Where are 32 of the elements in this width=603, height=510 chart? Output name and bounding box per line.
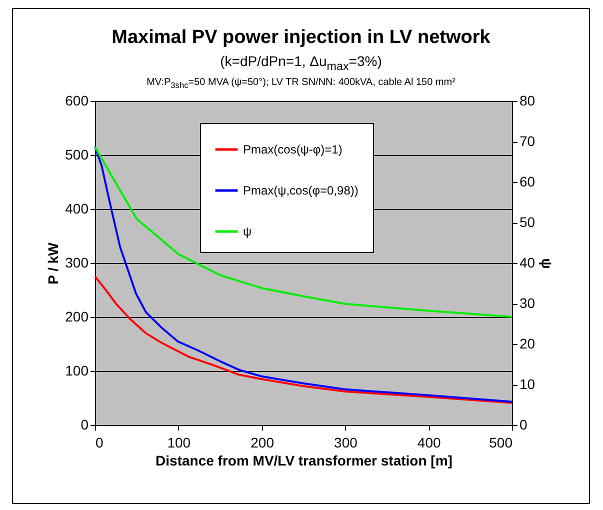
- y-tick-label: 200: [65, 308, 89, 324]
- y-tick-label: 0: [80, 416, 89, 432]
- y2-axis-title: ψ: [539, 258, 556, 269]
- x-tick-label: 100: [167, 434, 191, 450]
- y-axis-title: P / kW: [45, 242, 62, 284]
- line-series: [94, 276, 513, 404]
- y2-tick-label: 30: [520, 295, 536, 311]
- x-tick-label: 400: [417, 434, 441, 450]
- y2-tick-label: 20: [520, 336, 536, 352]
- y-tick-label: 400: [65, 200, 89, 216]
- x-tick-label: 500: [489, 434, 513, 450]
- y2-tick-label: 50: [520, 214, 536, 230]
- text: MV:P$_{3shc}$=50 MVA (ψ=50°); LV TR SN/NN: 400kVA, cable Al 150 mm²: [146, 76, 456, 90]
- text: (k=dP/dPn=1, Δu$_{max}$=3%): [220, 53, 382, 73]
- y2-tick-label: 60: [520, 174, 536, 190]
- y-tick-label: 500: [65, 146, 89, 162]
- y2-tick-label: 40: [520, 254, 536, 270]
- y2-tick-label: 10: [520, 376, 536, 392]
- x-tick-label: 0: [96, 434, 104, 450]
- legend-label: Pmax(cos(ψ-φ)=1): [243, 142, 342, 156]
- x-tick-label: 300: [334, 434, 358, 450]
- x-tick-label: 200: [250, 434, 274, 450]
- legend-label: ψ: [243, 224, 252, 238]
- y2-tick-label: 80: [520, 92, 536, 108]
- chart-title: Maximal PV power injection in LV network: [110, 27, 492, 49]
- y-tick-label: 600: [65, 92, 89, 108]
- x-axis-title: Distance from MV/LV transformer station [m]: [156, 452, 452, 468]
- legend-label: Pmax(ψ,cos(φ=0,98)): [243, 184, 358, 198]
- y-tick-label: 100: [65, 362, 89, 378]
- y2-tick-label: 70: [520, 133, 536, 149]
- y-tick-label: 300: [65, 254, 89, 270]
- y2-tick-label: 0: [520, 416, 528, 432]
